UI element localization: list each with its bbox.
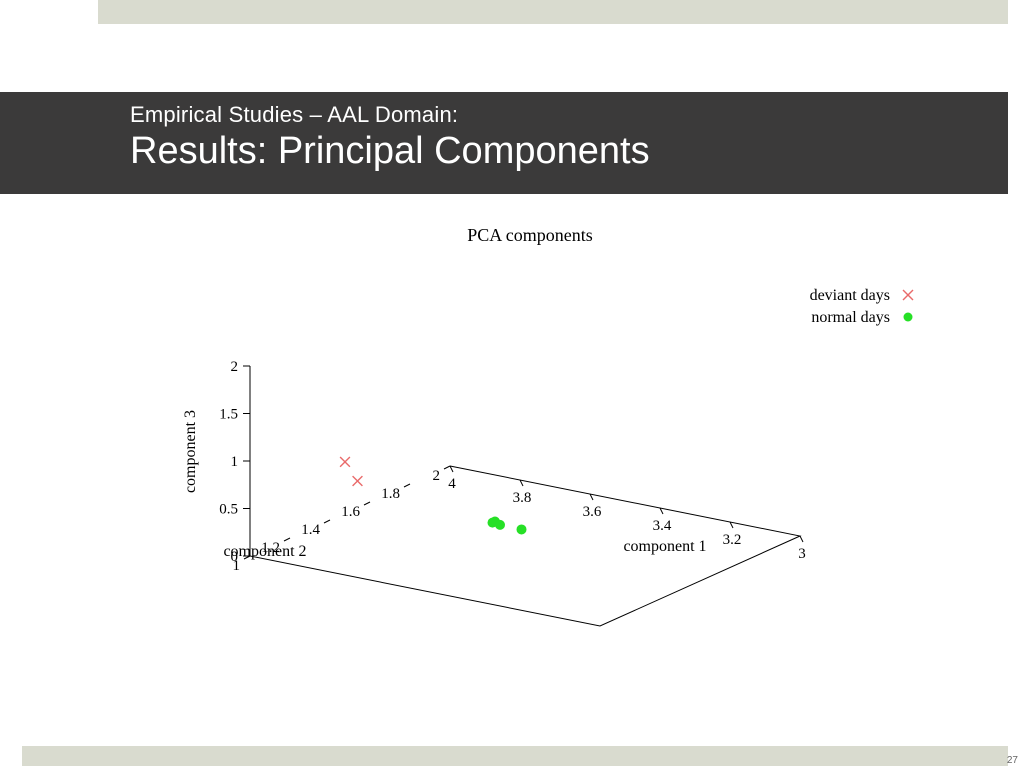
svg-text:0.5: 0.5 bbox=[219, 502, 238, 518]
slide-subtitle: Empirical Studies – AAL Domain: bbox=[130, 102, 1008, 128]
svg-text:3.6: 3.6 bbox=[583, 504, 602, 520]
chart-title: PCA components bbox=[130, 225, 930, 246]
slide-title: Results: Principal Components bbox=[130, 130, 1008, 173]
chart-canvas: 00.511.5211.21.41.61.8233.23.43.63.84com… bbox=[130, 246, 930, 726]
svg-text:1.5: 1.5 bbox=[219, 407, 238, 423]
svg-text:1.6: 1.6 bbox=[341, 504, 360, 520]
svg-text:1.8: 1.8 bbox=[381, 486, 400, 502]
page-number: 27 bbox=[1007, 755, 1018, 766]
svg-text:component 2: component 2 bbox=[223, 543, 306, 560]
svg-text:component 1: component 1 bbox=[623, 538, 706, 555]
svg-text:component 3: component 3 bbox=[182, 410, 199, 493]
svg-text:1.4: 1.4 bbox=[301, 522, 320, 538]
svg-text:3.2: 3.2 bbox=[723, 532, 742, 548]
bottom-decor-bar bbox=[22, 746, 1008, 766]
pca-chart: PCA components 00.511.5211.21.41.61.8233… bbox=[130, 225, 930, 725]
top-decor-bar bbox=[98, 0, 1008, 24]
svg-text:1: 1 bbox=[231, 454, 239, 470]
svg-text:4: 4 bbox=[448, 476, 456, 492]
svg-text:3.4: 3.4 bbox=[653, 518, 672, 534]
title-band: Empirical Studies – AAL Domain: Results:… bbox=[0, 92, 1008, 194]
svg-text:3: 3 bbox=[798, 546, 806, 562]
svg-text:deviant days: deviant days bbox=[810, 287, 890, 304]
svg-text:normal days: normal days bbox=[811, 309, 890, 326]
svg-text:2: 2 bbox=[231, 359, 239, 375]
svg-text:2: 2 bbox=[433, 468, 441, 484]
svg-text:3.8: 3.8 bbox=[513, 490, 532, 506]
svg-text:1: 1 bbox=[233, 558, 241, 574]
